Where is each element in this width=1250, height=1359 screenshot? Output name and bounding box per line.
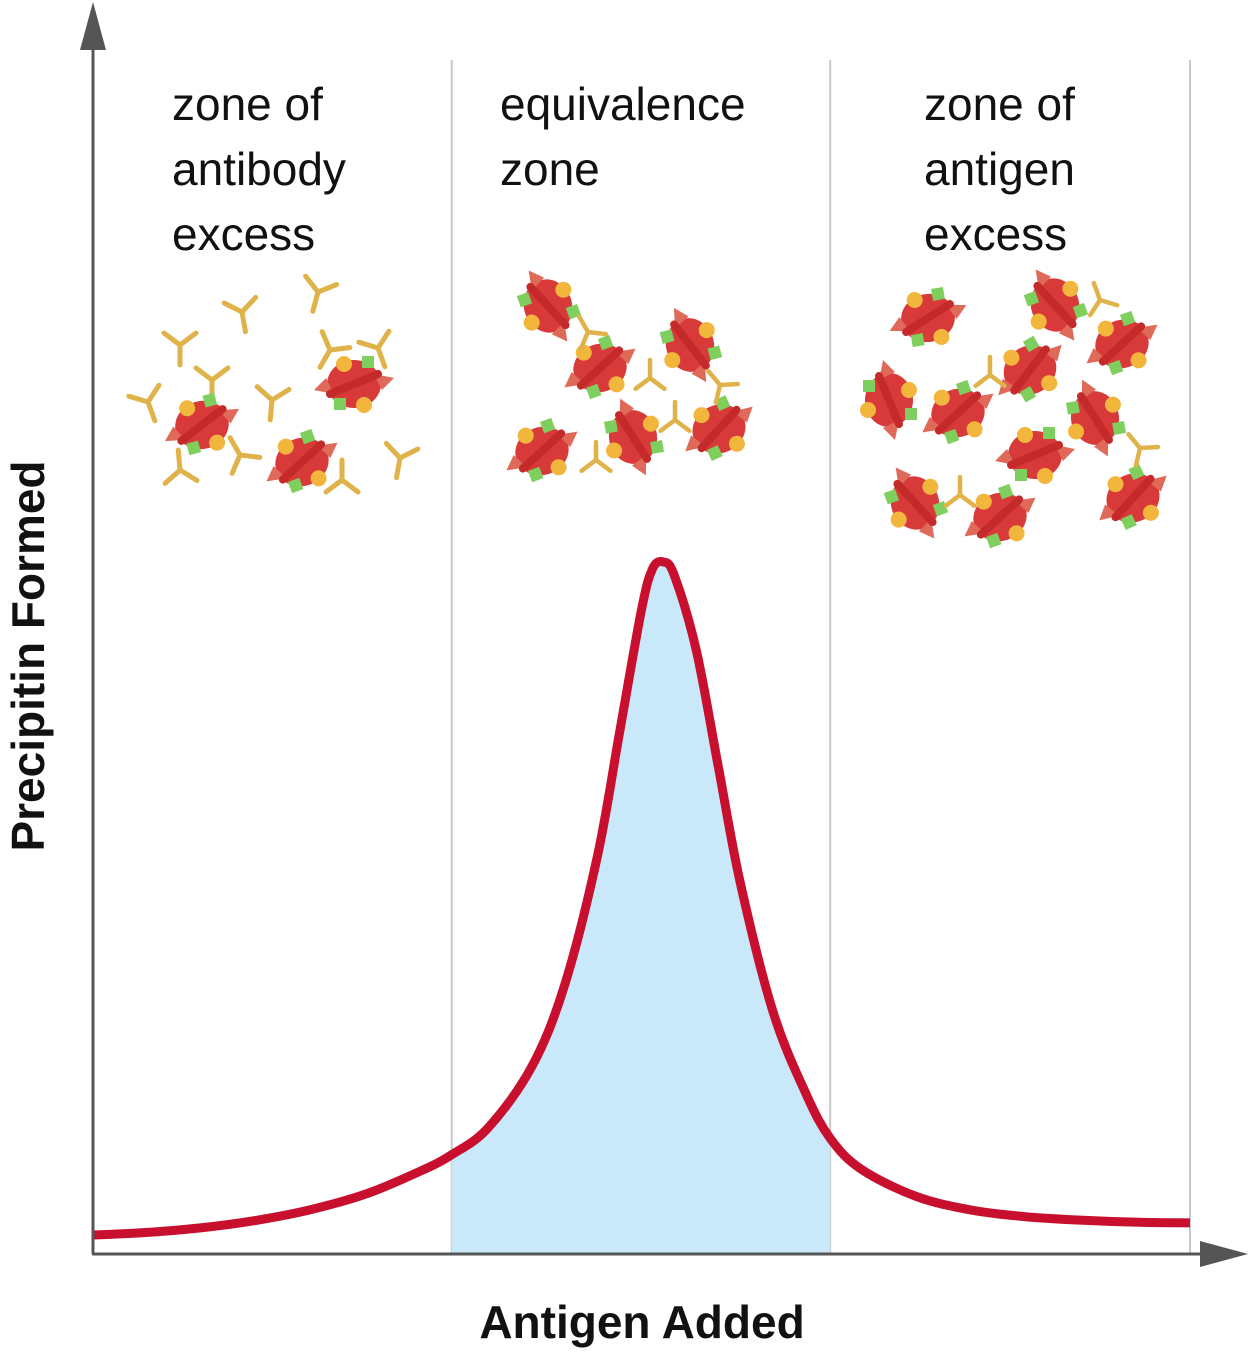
zone-label-antibody-excess: zone of antibody excess <box>172 78 346 260</box>
antibody-icon <box>254 384 292 423</box>
antibody-icon <box>658 399 692 434</box>
antibody-icon <box>227 435 263 476</box>
antigen-icon <box>1023 269 1089 341</box>
antigen-icon <box>922 379 994 445</box>
antibody-icon <box>706 368 741 405</box>
y-axis-title: Precipitin Formed <box>2 460 54 852</box>
antibody-icon <box>356 328 392 370</box>
antigen-icon <box>883 467 949 539</box>
antigen-icon <box>603 398 665 476</box>
y-axis-arrow-icon <box>80 2 106 50</box>
antigen-icon <box>506 417 578 483</box>
antibody-icon <box>633 357 667 392</box>
antibody-icon <box>576 314 609 351</box>
antibody-icon <box>162 447 200 486</box>
antibody-icon <box>221 294 259 335</box>
antigen-icon <box>659 307 723 383</box>
antibody-icon <box>126 382 162 424</box>
antigen-icon <box>516 270 582 342</box>
antigen-icon <box>1065 379 1127 457</box>
antigen-icon <box>314 356 394 413</box>
antibody-icon <box>579 439 613 474</box>
antigen-icon <box>998 335 1062 403</box>
x-axis-arrow-icon <box>1200 1241 1248 1267</box>
antigen-icon <box>860 360 917 440</box>
antibody-icon <box>323 457 361 495</box>
antibody-icon <box>973 354 1007 389</box>
antibody-icon <box>303 273 340 314</box>
antigen-icon <box>889 286 967 348</box>
equivalence-zone-fill <box>451 561 831 1253</box>
antigen-icon <box>164 392 240 456</box>
x-axis-title: Antigen Added <box>479 1296 805 1348</box>
zone-dividers <box>450 60 1191 1254</box>
antigen-icon <box>1099 464 1167 531</box>
antibody-icon <box>1087 280 1120 318</box>
antigen-icon <box>995 427 1075 484</box>
antibody-icon <box>1126 431 1161 468</box>
illustrations <box>126 269 1167 549</box>
antibody-icon <box>161 330 199 368</box>
antibody-icon <box>943 474 977 509</box>
antigen-icon <box>964 483 1036 549</box>
antigen-icon <box>266 428 338 494</box>
antigen-icon <box>685 395 753 462</box>
zone-label-antigen-excess: zone of antigen excess <box>924 78 1075 260</box>
precipitin-curve <box>92 556 1191 1240</box>
antibody-icon <box>317 329 353 370</box>
antibody-icon <box>383 440 421 481</box>
antigen-icon <box>1086 310 1158 376</box>
antigen-icon <box>564 334 636 400</box>
zone-label-equivalence: equivalence zone <box>500 78 746 195</box>
